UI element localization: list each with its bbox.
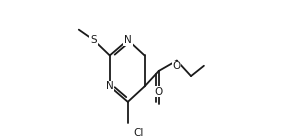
Text: O: O — [172, 61, 180, 71]
Text: N: N — [124, 35, 132, 45]
Text: S: S — [90, 35, 97, 45]
Text: N: N — [106, 81, 114, 91]
Text: Cl: Cl — [133, 128, 143, 138]
Text: O: O — [155, 87, 163, 97]
